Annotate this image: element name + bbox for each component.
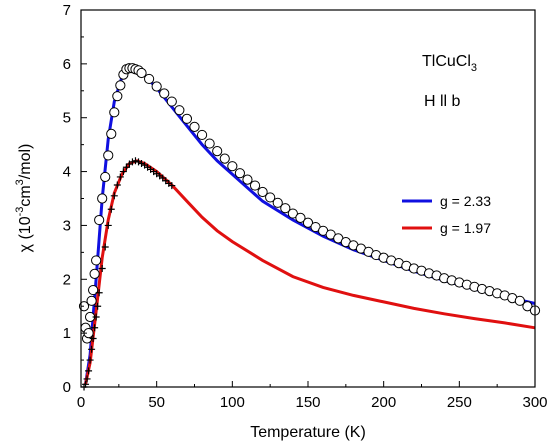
y-axis-label-part: χ (10 xyxy=(17,216,34,252)
data-point-plus xyxy=(110,192,118,200)
data-point-circle xyxy=(234,168,245,179)
data-point-plus xyxy=(91,324,99,332)
data-point-plus xyxy=(138,159,146,167)
data-point-circle xyxy=(174,105,185,116)
data-point-circle xyxy=(242,174,253,185)
data-point-circle xyxy=(514,295,525,306)
data-point-circle xyxy=(212,146,223,157)
y-tick-label: 4 xyxy=(63,164,71,181)
data-point-circle xyxy=(522,301,533,312)
data-point-plus xyxy=(104,221,112,229)
x-tick-label: 0 xyxy=(77,394,85,411)
data-point-plus xyxy=(94,302,102,310)
x-tick-label: 50 xyxy=(148,394,165,411)
data-point-circle xyxy=(204,138,215,149)
data-point-plus xyxy=(85,367,93,375)
data-point-plus xyxy=(98,265,106,273)
data-point-plus xyxy=(128,158,136,166)
data-point-circle xyxy=(86,295,97,306)
data-point-plus xyxy=(86,356,94,364)
x-axis-label: Temperature (K) xyxy=(250,424,366,441)
y-tick-label: 3 xyxy=(63,217,71,234)
y-tick-label: 6 xyxy=(63,56,71,73)
data-point-circle xyxy=(295,212,306,223)
data-point-circle xyxy=(103,150,114,161)
data-point-circle xyxy=(94,214,105,226)
data-point-circle xyxy=(106,128,117,139)
y-axis-label-part: 3 xyxy=(14,179,26,185)
data-point-circle xyxy=(78,301,90,312)
data-point-circle xyxy=(181,113,193,124)
legend: g = 2.33 g = 1.97 xyxy=(402,193,491,236)
data-point-plus xyxy=(113,181,121,189)
x-axis: 0 50 100 150 200 250 300 xyxy=(77,381,548,411)
data-point-circle xyxy=(97,193,108,204)
plot-area xyxy=(78,63,541,391)
data-point-plus xyxy=(95,289,103,297)
y-tick-label: 5 xyxy=(63,110,71,127)
data-point-circle xyxy=(112,91,123,102)
x-tick-label: 250 xyxy=(447,394,472,411)
data-point-circle xyxy=(151,81,162,92)
data-point-circle xyxy=(144,73,155,85)
data-point-circle xyxy=(219,153,230,164)
x-tick-label: 300 xyxy=(522,394,547,411)
y-axis-label-part: /mol) xyxy=(17,144,34,180)
fit-line-2 xyxy=(84,159,536,385)
data-point-circle xyxy=(280,203,291,214)
y-axis-label-part: cm xyxy=(17,185,34,206)
data-point-circle xyxy=(227,161,238,172)
data-point-circle xyxy=(249,180,261,191)
data-point-circle xyxy=(88,284,99,296)
y-axis: 0 1 2 3 4 5 6 7 xyxy=(63,2,87,396)
data-point-circle xyxy=(89,268,100,279)
data-point-circle xyxy=(302,217,314,228)
data-point-circle xyxy=(109,107,120,118)
data-point-circle xyxy=(189,121,200,132)
data-point-plus xyxy=(88,345,96,353)
x-tick-label: 200 xyxy=(371,394,396,411)
data-point-circle xyxy=(287,208,298,219)
y-tick-label: 0 xyxy=(63,379,71,396)
data-point-plus xyxy=(168,182,176,190)
data-point-plus xyxy=(135,158,143,166)
data-point-circle xyxy=(91,255,102,266)
y-axis-label: χ (10-3cm3/mol) xyxy=(14,144,34,253)
x-tick-label: 150 xyxy=(295,394,320,411)
legend-label: g = 1.97 xyxy=(440,220,491,236)
data-point-circle xyxy=(272,197,283,208)
data-point-plus xyxy=(119,168,127,176)
data-point-circle xyxy=(166,96,177,107)
y-tick-label: 7 xyxy=(63,2,71,19)
data-point-plus xyxy=(131,157,139,165)
data-point-circle xyxy=(257,186,268,198)
compound-subscript: 3 xyxy=(471,62,477,74)
data-point-circle xyxy=(196,129,208,141)
compound-base: TlCuCl xyxy=(422,53,471,70)
y-tick-label: 1 xyxy=(63,325,71,342)
data-point-circle xyxy=(265,192,276,203)
compound-annotation: TlCuCl3 xyxy=(422,53,477,74)
data-point-circle xyxy=(136,67,147,79)
data-point-plus xyxy=(107,205,115,213)
data-point-circle xyxy=(100,171,111,183)
legend-label: g = 2.33 xyxy=(440,193,491,209)
data-point-plus xyxy=(89,335,97,343)
y-axis-label-part: -3 xyxy=(14,207,26,217)
data-point-plus xyxy=(92,313,100,321)
data-point-circle xyxy=(159,88,170,99)
data-point-plus xyxy=(101,243,109,251)
data-point-circle xyxy=(115,80,126,91)
data-point-plus xyxy=(122,163,130,171)
y-tick-label: 2 xyxy=(63,271,71,288)
x-tick-label: 100 xyxy=(220,394,245,411)
data-point-plus xyxy=(83,375,91,383)
data-point-plus xyxy=(116,173,124,181)
field-annotation: H ll b xyxy=(424,93,461,110)
